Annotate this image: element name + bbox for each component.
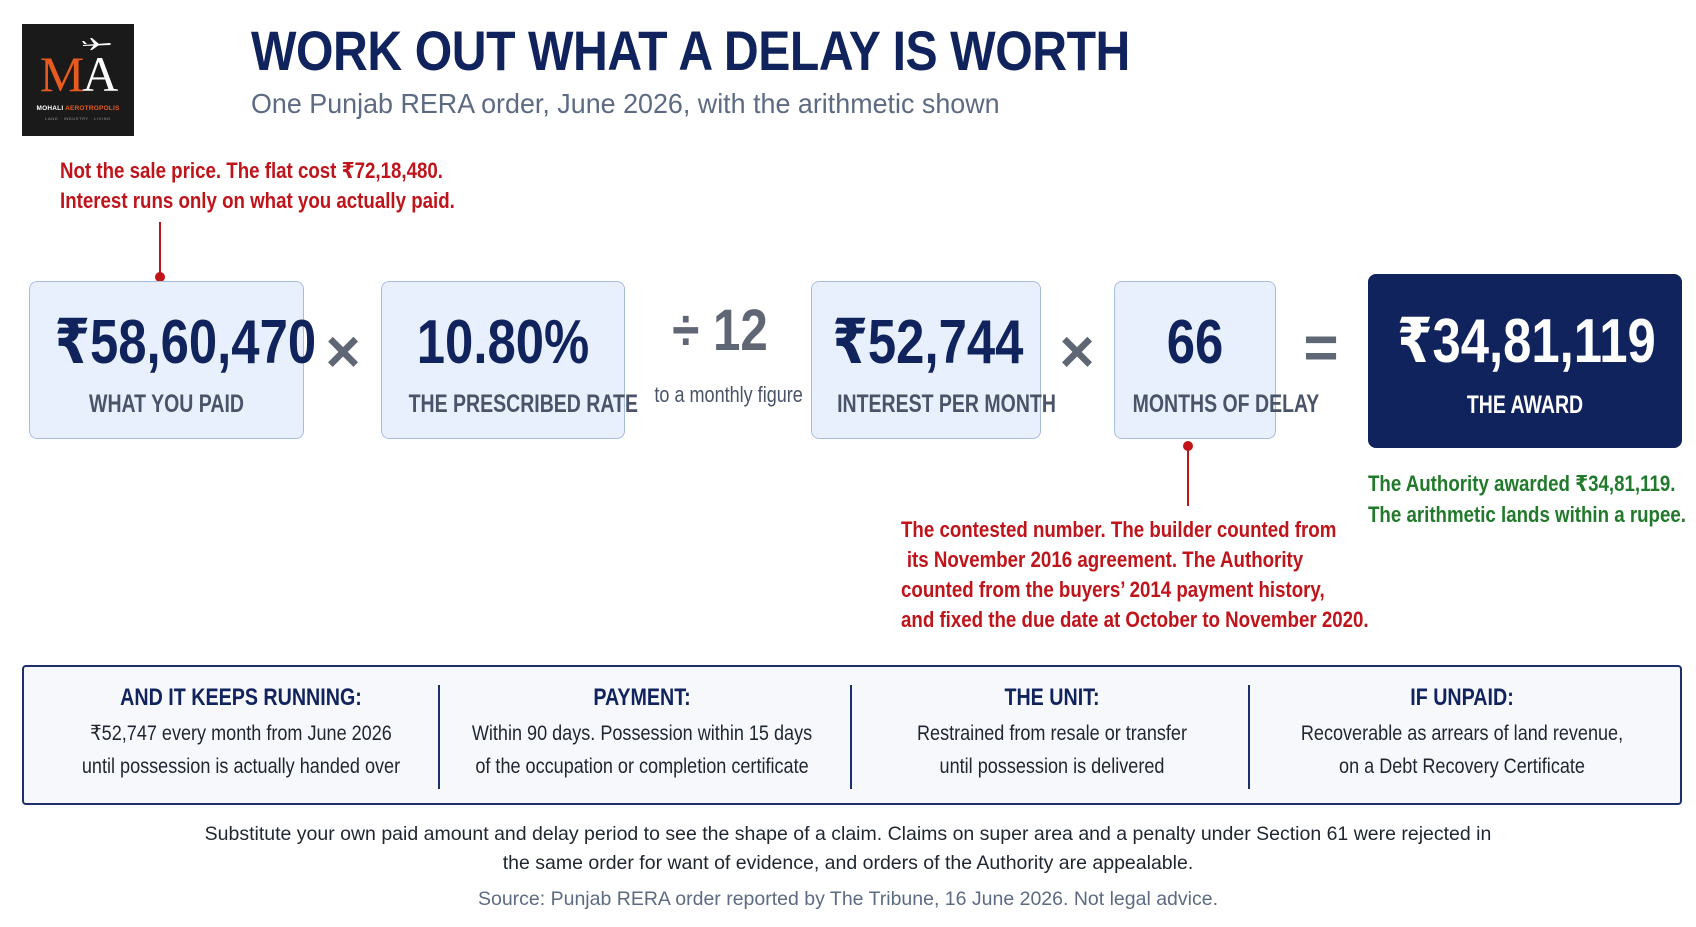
page-subtitle: One Punjab RERA order, June 2026, with t… (251, 88, 1000, 119)
running-column: AND IT KEEPS RUNNING: ₹52,747 every mont… (34, 683, 448, 793)
unit-heading: THE UNIT: (1004, 684, 1100, 711)
award-value: ₹34,81,119 (1397, 307, 1656, 376)
delay-note: The contested number. The builder counte… (901, 517, 1369, 632)
unit-column: THE UNIT: Restrained from resale or tran… (854, 683, 1250, 793)
award-box: ₹34,81,119 THE AWARD (1368, 274, 1682, 448)
monthly-label: INTEREST PER MONTH (837, 390, 1056, 418)
footer-note: Substitute your own paid amount and dela… (204, 823, 1492, 874)
page-title: WORK OUT WHAT A DELAY IS WORTH (251, 19, 1130, 82)
rate-box: 10.80% THE PRESCRIBED RATE (381, 281, 638, 439)
panel-divider (1248, 685, 1250, 789)
payment-text: Within 90 days. Possession within 15 day… (471, 722, 813, 778)
monthly-value: ₹52,744 (832, 308, 1024, 377)
unpaid-column: IF UNPAID: Recoverable as arrears of lan… (1252, 683, 1672, 793)
paid-note-dot (155, 272, 165, 282)
months-label: MONTHS OF DELAY (1132, 390, 1320, 418)
brand-logo: MA MOHALI AEROTROPOLIS LAND · INDUSTRY ·… (22, 24, 134, 136)
unpaid-heading: IF UNPAID: (1410, 684, 1514, 711)
rate-label: THE PRESCRIBED RATE (408, 390, 638, 418)
award-label: THE AWARD (1466, 391, 1584, 419)
unpaid-text: Recoverable as arrears of land revenue, … (1300, 722, 1624, 778)
plane-icon (82, 38, 111, 50)
delay-note-pointer (1187, 448, 1189, 506)
equals-sign: = (1303, 314, 1339, 381)
multiply-sign-1: × (325, 318, 361, 385)
paid-amount-note: Not the sale price. The flat cost ₹72,18… (60, 158, 455, 213)
payment-heading: PAYMENT: (593, 684, 691, 711)
paid-label: WHAT YOU PAID (89, 390, 244, 418)
running-text: ₹52,747 every month from June 2026 until… (81, 722, 401, 778)
running-heading: AND IT KEEPS RUNNING: (120, 684, 362, 711)
paid-box: ₹58,60,470 WHAT YOU PAID (29, 281, 317, 439)
paid-note-pointer (159, 222, 161, 276)
months-value: 66 (1166, 308, 1224, 377)
monthly-box: ₹52,744 INTEREST PER MONTH (811, 281, 1056, 439)
rate-value: 10.80% (416, 308, 590, 377)
logo-tagline: LAND · INDUSTRY · LIVING (45, 116, 111, 121)
unit-text: Restrained from resale or transfer until… (916, 722, 1188, 778)
logo-name: MOHALI AEROTROPOLIS (36, 105, 120, 112)
panel-divider (850, 685, 852, 789)
terms-panel: AND IT KEEPS RUNNING: ₹52,747 every mont… (22, 665, 1682, 805)
panel-divider (438, 685, 440, 789)
paid-value: ₹58,60,470 (54, 308, 317, 377)
divide-step: ÷ 12 to a monthly figure (640, 298, 803, 408)
award-note: The Authority awarded ₹34,81,119. The ar… (1368, 471, 1686, 527)
divide-value: ÷ 12 (672, 298, 768, 363)
divide-caption: to a monthly figure (654, 382, 803, 407)
multiply-sign-2: × (1059, 318, 1095, 385)
months-box: 66 MONTHS OF DELAY (1114, 281, 1320, 439)
source-line: Source: Punjab RERA order reported by Th… (477, 888, 1218, 910)
logo-monogram: MA (39, 46, 119, 102)
payment-column: PAYMENT: Within 90 days. Possession with… (442, 683, 842, 793)
delay-note-dot (1183, 441, 1193, 451)
